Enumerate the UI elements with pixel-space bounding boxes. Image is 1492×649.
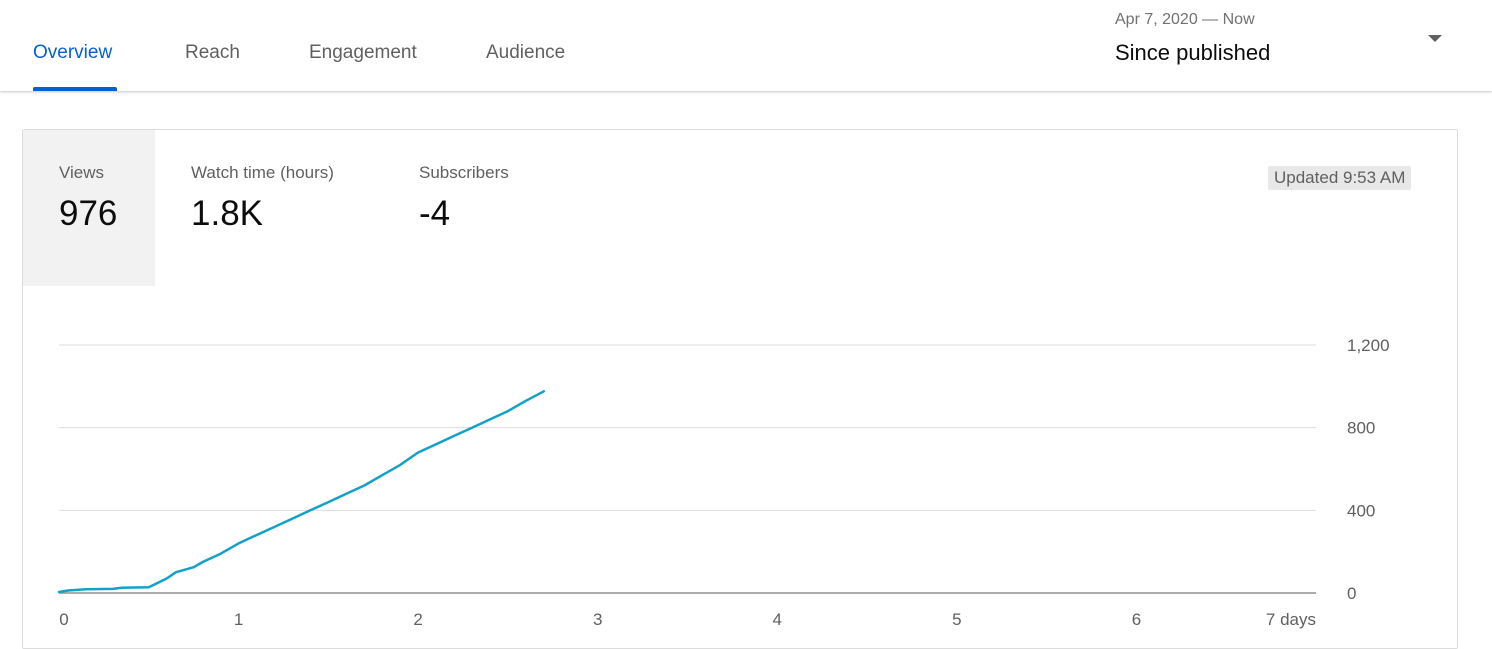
metric-subscribers-value: -4 bbox=[419, 194, 451, 233]
metric-views-value: 976 bbox=[59, 194, 118, 233]
metric-watch-time-label: Watch time (hours) bbox=[191, 163, 334, 182]
date-range-selector[interactable]: Apr 7, 2020 — Now Since published bbox=[1115, 8, 1455, 78]
x-tick-label: 5 bbox=[952, 610, 961, 629]
x-tick-label: 4 bbox=[773, 610, 782, 629]
top-bar: Overview Reach Engagement Audience Apr 7… bbox=[0, 0, 1492, 91]
caret-down-icon bbox=[1428, 35, 1442, 42]
x-tick-label: 7 days bbox=[1266, 610, 1316, 629]
tab-engagement[interactable]: Engagement bbox=[309, 42, 417, 63]
active-tab-indicator bbox=[33, 87, 117, 91]
tab-audience[interactable]: Audience bbox=[486, 42, 566, 63]
metric-views-label: Views bbox=[59, 163, 105, 182]
metric-subscribers[interactable]: Subscribers -4 bbox=[383, 130, 553, 286]
analytics-card: Views 976 Watch time (hours) 1.8K Subscr… bbox=[22, 129, 1458, 649]
x-tick-label: 6 bbox=[1132, 610, 1141, 629]
y-tick-label: 1,200 bbox=[1347, 336, 1390, 355]
y-tick-label: 0 bbox=[1347, 584, 1356, 603]
x-tick-label: 0 bbox=[59, 610, 68, 629]
tab-overview[interactable]: Overview bbox=[33, 42, 113, 63]
metric-subscribers-label: Subscribers bbox=[419, 163, 509, 182]
tab-reach[interactable]: Reach bbox=[185, 42, 240, 63]
metric-watch-time-value: 1.8K bbox=[191, 194, 263, 233]
metric-watch-time[interactable]: Watch time (hours) 1.8K bbox=[155, 130, 383, 286]
y-tick-label: 800 bbox=[1347, 419, 1375, 438]
views-chart: 0 400 800 1,200 0 1 2 3 4 5 6 7 days bbox=[57, 336, 1390, 629]
views-series-line bbox=[57, 390, 546, 594]
y-tick-label: 400 bbox=[1347, 501, 1375, 520]
x-tick-label: 1 bbox=[234, 610, 243, 629]
updated-badge: Updated 9:53 AM bbox=[1268, 166, 1412, 190]
x-tick-label: 3 bbox=[593, 610, 602, 629]
date-range-label: Since published bbox=[1115, 40, 1271, 65]
date-range-dates: Apr 7, 2020 — Now bbox=[1115, 11, 1255, 28]
x-tick-label: 2 bbox=[413, 610, 422, 629]
metric-views[interactable]: Views 976 bbox=[23, 130, 155, 286]
